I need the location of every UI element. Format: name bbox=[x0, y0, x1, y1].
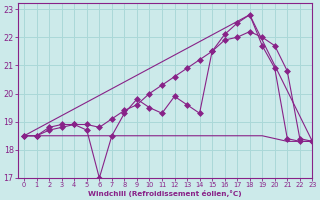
X-axis label: Windchill (Refroidissement éolien,°C): Windchill (Refroidissement éolien,°C) bbox=[88, 190, 242, 197]
